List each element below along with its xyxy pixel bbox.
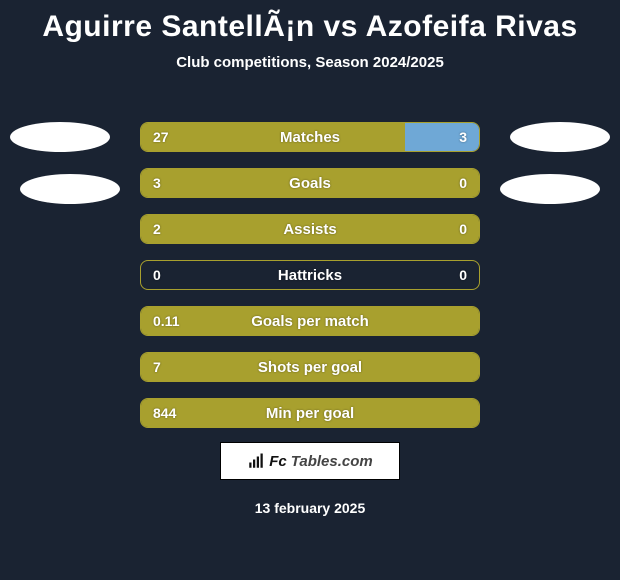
stats-container: 27 3 Matches 3 0 Goals 2 0 Assists 0 0 Hattricks 0.1… xyxy=(140,122,480,444)
player-right-avatar-1 xyxy=(510,122,610,152)
stat-label: Shots per goal xyxy=(258,359,362,376)
player-right-avatar-2 xyxy=(500,174,600,204)
stat-value-left: 7 xyxy=(153,359,161,375)
stat-fill-right xyxy=(405,123,479,151)
chart-icon xyxy=(247,452,265,470)
stat-row: 0 0 Hattricks xyxy=(140,260,480,290)
stat-label: Goals xyxy=(289,175,331,192)
page-title: Aguirre SantellÃ¡n vs Azofeifa Rivas xyxy=(0,0,620,44)
date-label: 13 february 2025 xyxy=(0,500,620,516)
stat-value-left: 2 xyxy=(153,221,161,237)
stat-row: 0.11 Goals per match xyxy=(140,306,480,336)
footer-tables: Tables.com xyxy=(291,453,373,470)
stat-label: Hattricks xyxy=(278,267,342,284)
player-left-avatar-1 xyxy=(10,122,110,152)
stat-value-left: 844 xyxy=(153,405,176,421)
stat-label: Min per goal xyxy=(266,405,354,422)
stat-row: 3 0 Goals xyxy=(140,168,480,198)
stat-value-left: 27 xyxy=(153,129,169,145)
source-badge: FcTables.com xyxy=(220,442,400,480)
stat-value-right: 0 xyxy=(459,175,467,191)
subtitle: Club competitions, Season 2024/2025 xyxy=(0,54,620,71)
stat-label: Goals per match xyxy=(251,313,369,330)
stat-fill-left xyxy=(141,123,405,151)
stat-label: Assists xyxy=(283,221,336,238)
stat-row: 844 Min per goal xyxy=(140,398,480,428)
stat-value-right: 0 xyxy=(459,267,467,283)
stat-value-left: 0.11 xyxy=(153,313,179,329)
footer-fc: Fc xyxy=(269,453,287,470)
player-left-avatar-2 xyxy=(20,174,120,204)
stat-row: 7 Shots per goal xyxy=(140,352,480,382)
stat-label: Matches xyxy=(280,129,340,146)
stat-value-right: 3 xyxy=(459,129,467,145)
stat-value-left: 0 xyxy=(153,267,161,283)
stat-row: 27 3 Matches xyxy=(140,122,480,152)
stat-value-left: 3 xyxy=(153,175,161,191)
stat-value-right: 0 xyxy=(459,221,467,237)
stat-row: 2 0 Assists xyxy=(140,214,480,244)
